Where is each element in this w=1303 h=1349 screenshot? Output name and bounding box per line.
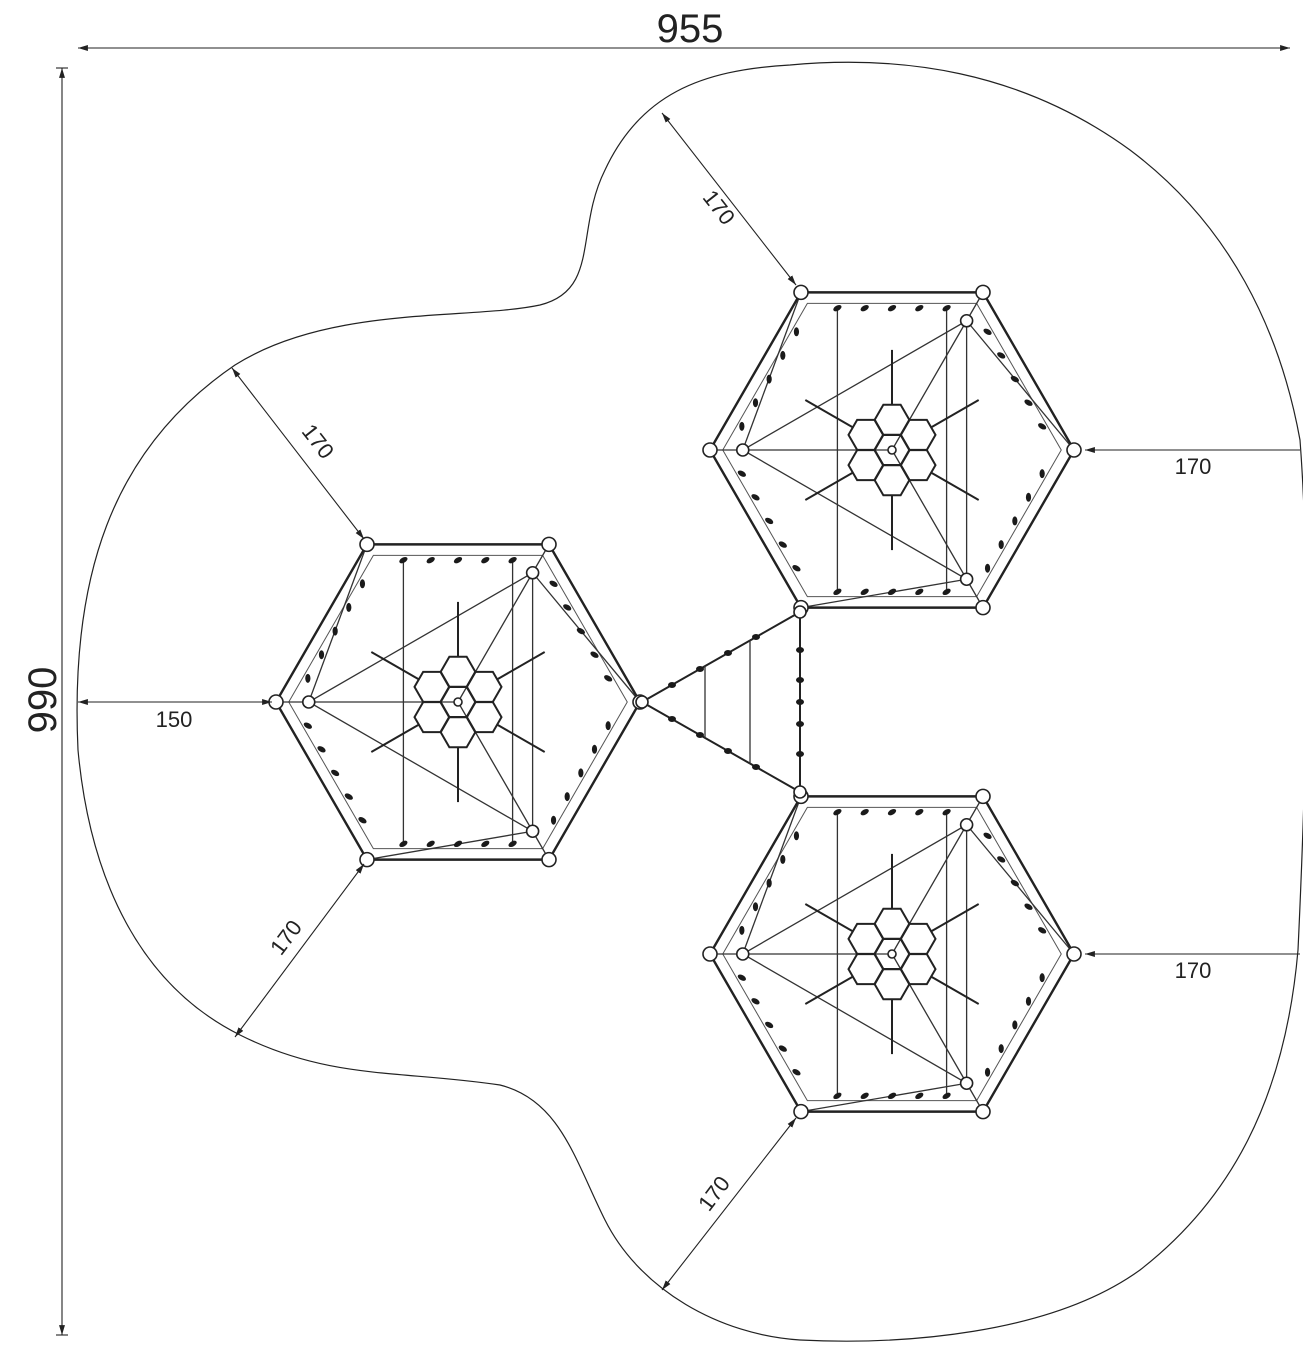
climbing-dome-lower-right [702,788,1082,1120]
clearance-label: 170 [1175,454,1212,479]
clearance-dim-upper-right: 170 [1085,447,1300,479]
clearance-label: 170 [1175,958,1212,983]
climbing-dome-left [268,536,648,868]
connecting-frame [635,605,807,799]
safety-zone-outline [76,61,1303,1342]
clearance-label: 170 [693,1171,735,1215]
overall-width-label: 955 [657,7,724,51]
clearance-label: 170 [698,185,740,229]
climbing-dome-upper-right [702,284,1082,616]
clearance-dim-left-top: 170 [231,367,365,540]
overall-height-dimension: 990 [21,67,68,1336]
clearance-label: 170 [265,915,307,959]
overall-width-dimension: 955 [78,7,1290,51]
clearance-label: 170 [297,419,339,463]
climbing-structure [268,284,1082,1120]
clearance-dim-left: 150 [78,699,272,732]
clearance-label: 150 [156,707,193,732]
clearance-dim-upper-top: 170 [661,112,797,286]
overall-height-label: 990 [21,667,65,734]
clearance-dim-lower-bottom: 170 [661,1117,797,1291]
clearance-dim-left-bottom: 170 [234,863,365,1038]
clearance-dim-lower-right: 170 [1085,951,1300,983]
